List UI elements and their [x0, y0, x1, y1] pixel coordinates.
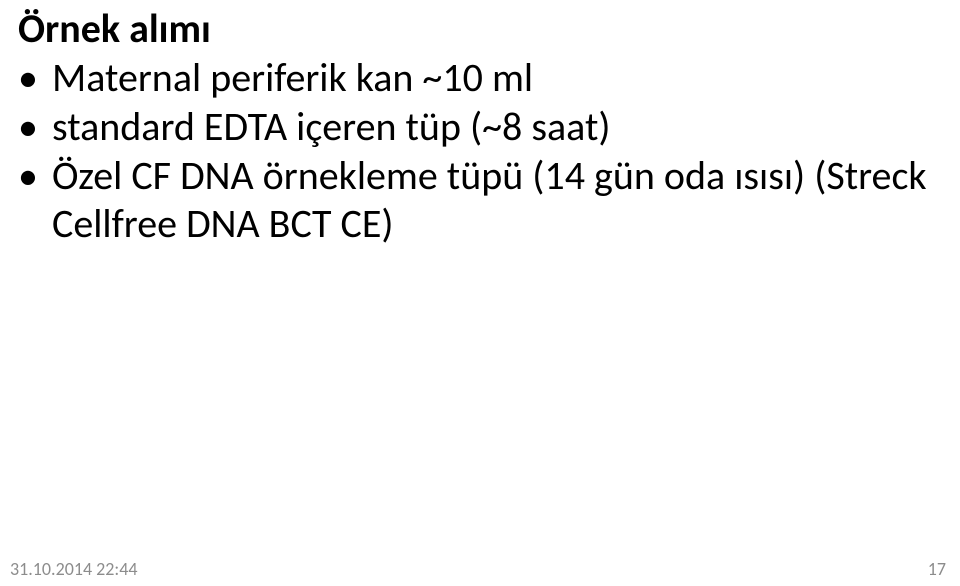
- list-item: Özel CF DNA örnekleme tüpü (14 gün oda ı…: [18, 152, 942, 250]
- list-item: Maternal periferik kan ~10 ml: [18, 54, 942, 103]
- slide-title: Örnek alımı: [18, 6, 942, 52]
- list-item: standard EDTA içeren tüp (~8 saat): [18, 103, 942, 152]
- footer-page-number: 17: [928, 558, 946, 580]
- slide: Örnek alımı Maternal periferik kan ~10 m…: [0, 0, 960, 586]
- bullet-list: Maternal periferik kan ~10 ml standard E…: [18, 54, 942, 249]
- footer-date: 31.10.2014 22:44: [10, 558, 137, 580]
